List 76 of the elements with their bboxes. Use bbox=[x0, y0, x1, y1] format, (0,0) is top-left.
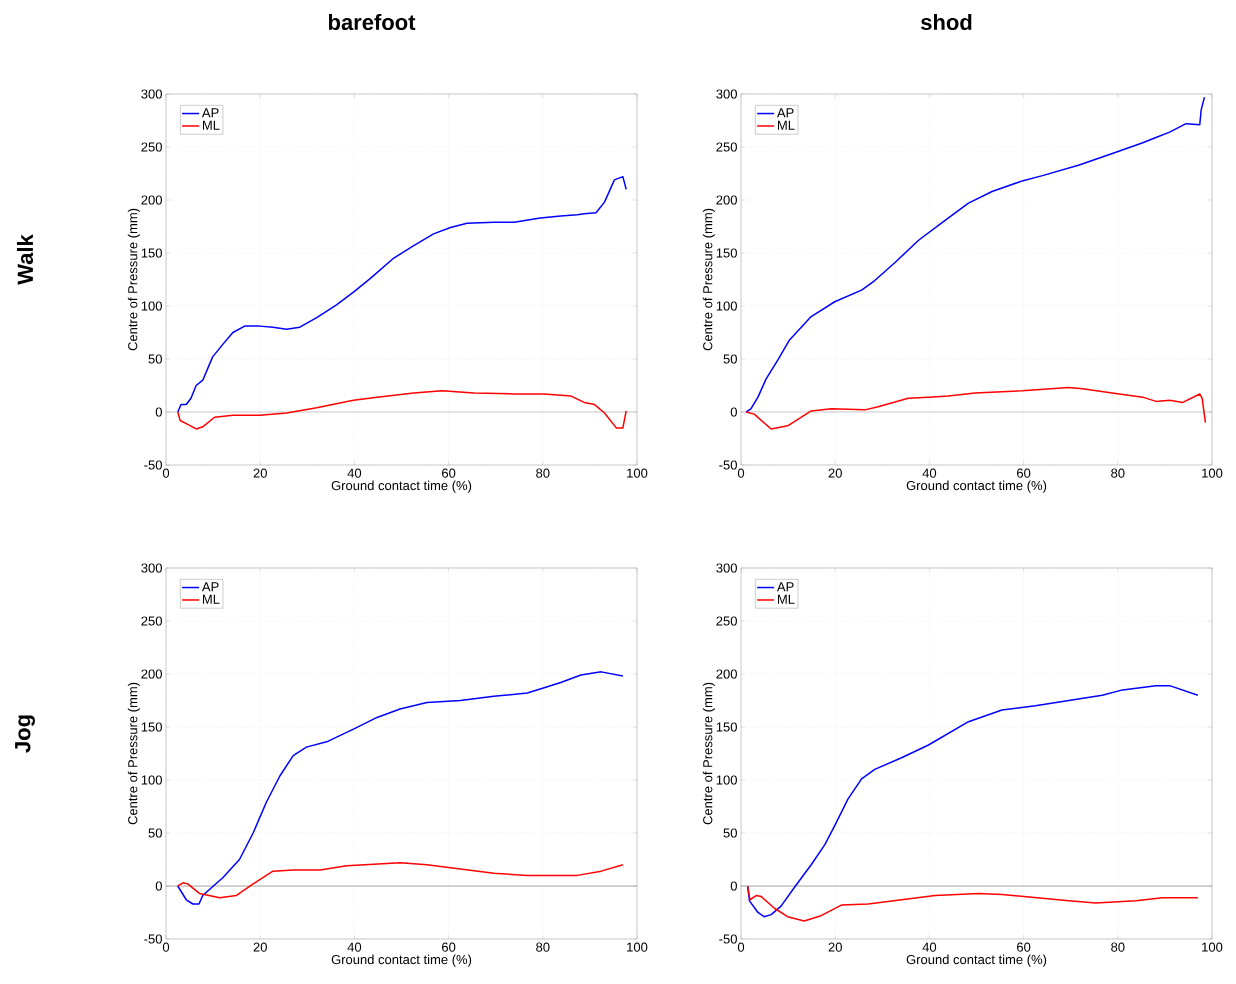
y-tick-label: 150 bbox=[141, 722, 162, 732]
x-tick-label: 80 bbox=[1111, 468, 1125, 478]
legend-label: AP bbox=[776, 108, 794, 118]
text: Jog bbox=[15, 715, 35, 753]
y-tick-label: 100 bbox=[716, 301, 737, 311]
x-tick-label: 20 bbox=[828, 942, 842, 952]
y-tick-label: 150 bbox=[716, 722, 737, 732]
y-tick-label: -50 bbox=[719, 934, 737, 944]
y-tick-label: 50 bbox=[723, 354, 737, 364]
y-tick-label: 50 bbox=[148, 354, 162, 364]
y-tick-label: 250 bbox=[141, 616, 162, 626]
text: Walk bbox=[16, 234, 34, 285]
y-tick-label: 0 bbox=[730, 407, 737, 417]
x-axis-title: Ground contact time (%) bbox=[331, 954, 472, 967]
y-tick-label: 100 bbox=[141, 301, 162, 311]
legend-label: ML bbox=[777, 120, 795, 130]
x-tick-label: 80 bbox=[536, 942, 550, 952]
y-axis-title: Centre of Pressure (mm) bbox=[127, 208, 140, 351]
y-tick-label: 0 bbox=[155, 881, 162, 891]
x-tick-label: 100 bbox=[627, 942, 648, 952]
x-tick-label: 80 bbox=[536, 468, 550, 478]
y-tick-label: 300 bbox=[716, 89, 737, 99]
legend-label: AP bbox=[776, 582, 794, 592]
y-tick-label: 250 bbox=[141, 142, 162, 152]
x-tick-label: 60 bbox=[1017, 468, 1031, 478]
x-tick-label: 40 bbox=[347, 468, 362, 478]
y-tick-label: 0 bbox=[730, 881, 737, 891]
legend-label: ML bbox=[777, 594, 795, 604]
x-tick-label: 0 bbox=[737, 942, 745, 952]
y-axis-title: Centre of Pressure (mm) bbox=[702, 208, 715, 351]
y-tick-label: 150 bbox=[141, 248, 162, 258]
x-tick-label: 0 bbox=[162, 942, 170, 952]
y-tick-label: -50 bbox=[144, 934, 162, 944]
y-tick-label: 300 bbox=[141, 563, 162, 573]
y-tick-label: 200 bbox=[141, 195, 162, 205]
y-tick-label: 200 bbox=[141, 669, 162, 679]
x-tick-label: 60 bbox=[1017, 942, 1031, 952]
y-tick-label: 50 bbox=[723, 828, 737, 838]
y-tick-label: 300 bbox=[716, 563, 737, 573]
y-tick-label: 100 bbox=[716, 775, 737, 785]
y-axis-title: Centre of Pressure (mm) bbox=[702, 682, 715, 825]
y-tick-label: 100 bbox=[141, 775, 162, 785]
y-tick-label: 250 bbox=[716, 616, 737, 626]
x-axis-title: Ground contact time (%) bbox=[331, 480, 472, 493]
x-tick-label: 0 bbox=[162, 468, 170, 478]
x-tick-label: 100 bbox=[1202, 942, 1223, 952]
y-tick-label: -50 bbox=[719, 460, 737, 470]
x-axis-title: Ground contact time (%) bbox=[906, 480, 1047, 493]
x-tick-label: 60 bbox=[442, 468, 456, 478]
y-tick-label: 50 bbox=[148, 828, 162, 838]
chart-title: shod bbox=[921, 13, 972, 31]
x-tick-label: 100 bbox=[627, 468, 648, 478]
x-tick-label: 80 bbox=[1111, 942, 1125, 952]
x-tick-label: 20 bbox=[828, 468, 842, 478]
y-tick-label: 250 bbox=[716, 142, 737, 152]
x-tick-label: 20 bbox=[253, 942, 267, 952]
y-tick-label: -50 bbox=[144, 460, 162, 470]
x-tick-label: 40 bbox=[922, 942, 937, 952]
x-axis-title: Ground contact time (%) bbox=[906, 954, 1047, 967]
x-tick-label: 40 bbox=[922, 468, 937, 478]
x-tick-label: 20 bbox=[253, 468, 267, 478]
legend-label: ML bbox=[202, 120, 220, 130]
y-tick-label: 0 bbox=[155, 407, 162, 417]
y-tick-label: 200 bbox=[716, 195, 737, 205]
x-tick-label: 60 bbox=[442, 942, 456, 952]
x-tick-label: 40 bbox=[347, 942, 362, 952]
x-tick-label: 100 bbox=[1202, 468, 1223, 478]
legend-label: AP bbox=[201, 108, 219, 118]
y-tick-label: 200 bbox=[716, 669, 737, 679]
y-tick-label: 150 bbox=[716, 248, 737, 258]
x-tick-label: 0 bbox=[737, 468, 745, 478]
y-tick-label: 300 bbox=[141, 89, 162, 99]
chart-title: barefoot bbox=[328, 13, 416, 31]
y-axis-title: Centre of Pressure (mm) bbox=[127, 682, 140, 825]
legend-label: ML bbox=[202, 594, 220, 604]
legend-label: AP bbox=[201, 582, 219, 592]
